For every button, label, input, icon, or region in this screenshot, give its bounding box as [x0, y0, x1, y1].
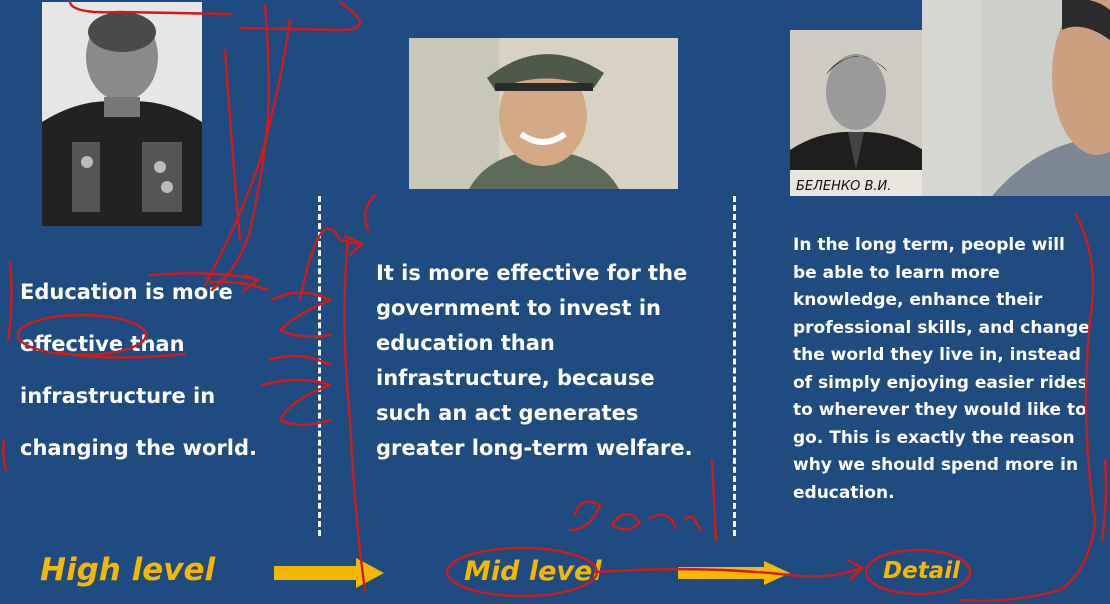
high-level-statement: Education is more effective than infrast… — [20, 280, 257, 460]
arrow-right-icon — [274, 558, 384, 588]
detail-statement: In the long term, people will be able to… — [793, 235, 1090, 503]
portrait-photo-belenko: БЕЛЕНКО В.И. — [790, 30, 923, 196]
column-divider-left — [318, 196, 321, 536]
handwritten-note: de-tail — [572, 527, 573, 528]
column-divider-right — [733, 196, 736, 536]
mid-level-label: Mid level — [464, 556, 602, 587]
mid-level-statement: It is more effective for the government … — [376, 261, 693, 460]
portrait-photo-general — [42, 2, 202, 226]
detail-label: Detail — [883, 558, 960, 584]
webcam-overlay — [922, 0, 1110, 196]
photo-caption: БЕЛЕНКО В.И. — [796, 179, 891, 194]
high-level-label: High level — [40, 552, 216, 588]
arrow-right-icon — [678, 561, 790, 585]
portrait-photo-cosmonaut — [409, 38, 678, 189]
